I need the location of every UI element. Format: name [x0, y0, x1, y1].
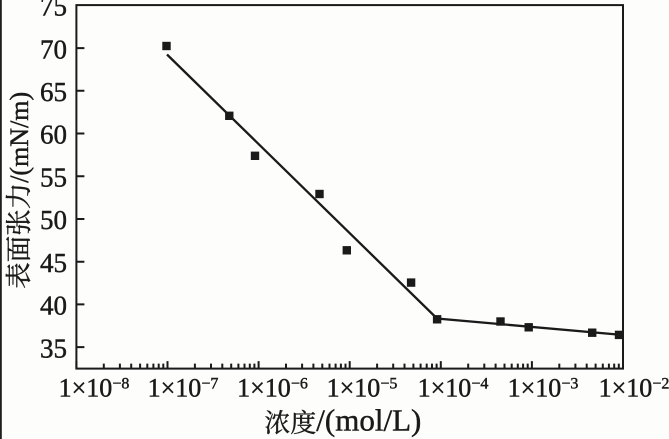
svg-text:65: 65 [40, 77, 67, 107]
svg-text:/(mol/L): /(mol/L) [316, 403, 421, 438]
svg-text:45: 45 [40, 248, 67, 278]
svg-text:50: 50 [40, 205, 67, 235]
svg-text:35: 35 [40, 333, 67, 363]
svg-text:70: 70 [40, 34, 67, 64]
svg-text:60: 60 [40, 120, 67, 150]
svg-text:40: 40 [40, 291, 67, 321]
svg-text:/(mN/m): /(mN/m) [5, 92, 34, 183]
svg-text:75: 75 [40, 0, 67, 22]
svg-text:55: 55 [40, 162, 67, 192]
svg-text:1×10−5: 1×10−5 [327, 374, 398, 403]
